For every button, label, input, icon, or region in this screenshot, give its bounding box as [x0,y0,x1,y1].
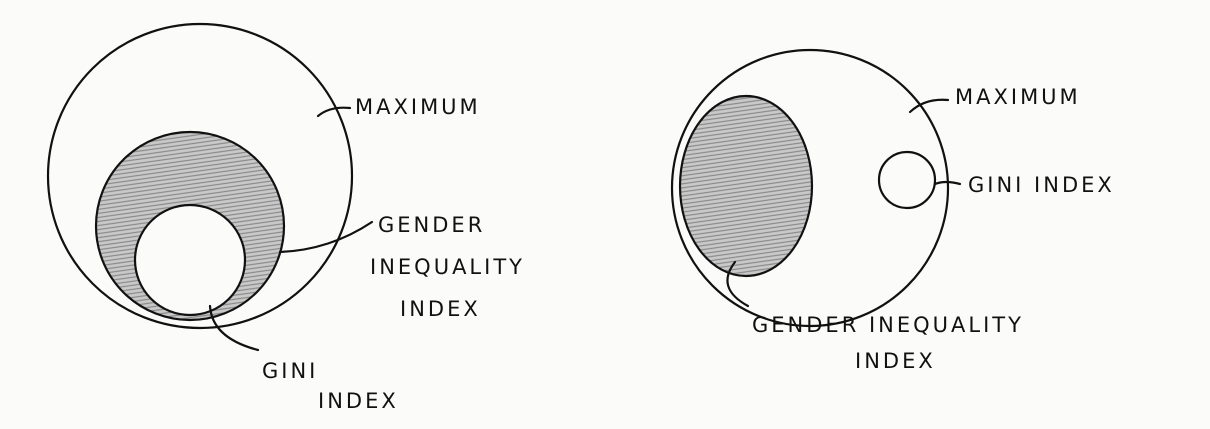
leader-line [908,98,950,114]
gini-circle [133,203,247,317]
leader-line [933,180,962,186]
label: INDEX [318,389,399,413]
label: GINI INDEX [968,173,1115,197]
gender-inequality-circle [678,94,814,278]
diagram-separate: MAXIMUM GINI INDEX GENDER INEQUALITY IND… [670,48,1115,373]
maximum-circle [670,48,950,328]
label: GENDER INEQUALITY [752,313,1024,337]
label: MAXIMUM [955,85,1081,109]
label: MAXIMUM [355,95,481,119]
label: GINI [262,359,318,383]
diagram-nested: MAXIMUM GENDER INEQUALITY INDEX GINI IND… [46,22,525,413]
gini-circle [877,150,937,210]
label: GENDER [378,213,485,237]
leader-line [726,260,750,308]
leader-line [208,304,260,352]
leader-line [316,106,352,118]
label: INEQUALITY [370,255,525,279]
label: INDEX [400,297,481,321]
maximum-circle [46,22,354,330]
leader-line [278,220,374,254]
label: INDEX [855,349,936,373]
